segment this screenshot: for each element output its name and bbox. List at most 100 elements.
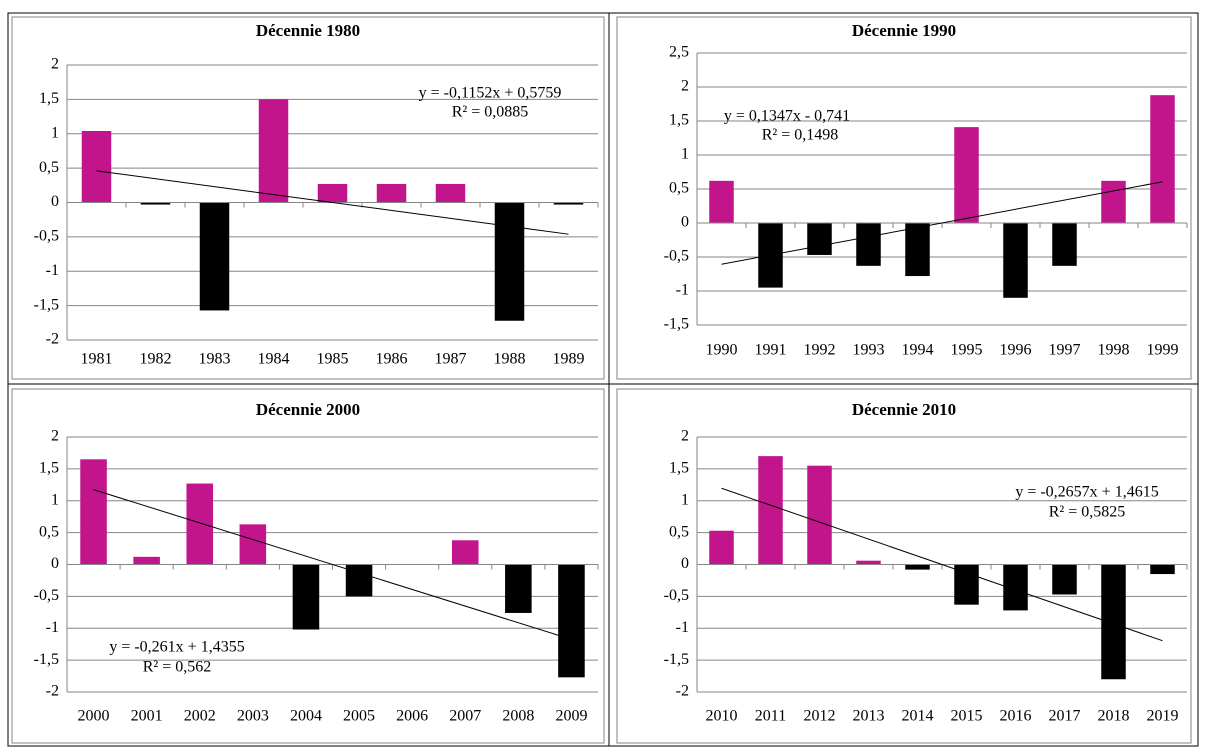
x-tick-label: 1997: [1049, 342, 1081, 359]
x-tick-label: 2008: [502, 708, 534, 725]
trendline: [96, 170, 569, 235]
bar: [1052, 564, 1077, 595]
x-tick-label: 2011: [755, 708, 786, 725]
x-tick-label: 2010: [706, 708, 738, 725]
x-tick-label: 1981: [81, 351, 113, 368]
y-tick-label: 2: [51, 56, 59, 73]
chart-title: Décennie 1980: [256, 21, 360, 40]
bar: [376, 183, 407, 203]
trend-r2: R² = 0,5825: [1049, 504, 1126, 521]
y-tick-label: 0: [51, 193, 59, 210]
bar: [1003, 223, 1028, 298]
y-tick-label: 0: [51, 555, 59, 572]
x-tick-label: 1998: [1098, 342, 1130, 359]
bar: [239, 524, 267, 565]
y-tick-label: -1,5: [34, 651, 59, 668]
bar: [1101, 180, 1126, 223]
bar: [954, 127, 979, 223]
y-tick-label: -1: [676, 282, 689, 299]
x-tick-label: 1995: [951, 342, 983, 359]
bar: [435, 183, 466, 203]
bar: [954, 564, 979, 605]
y-tick-label: -1: [676, 619, 689, 636]
x-tick-label: 2005: [343, 708, 375, 725]
x-tick-label: 2007: [449, 708, 481, 725]
y-tick-label: 2: [681, 428, 689, 445]
x-tick-label: 1982: [140, 351, 172, 368]
y-tick-label: -1,5: [34, 296, 59, 313]
bar: [1150, 95, 1175, 223]
x-tick-label: 2000: [78, 708, 110, 725]
x-tick-label: 2013: [853, 708, 885, 725]
y-tick-label: -0,5: [664, 587, 689, 604]
x-tick-label: 2012: [804, 708, 836, 725]
y-tick-label: 1,5: [39, 460, 59, 477]
chart-title: Décennie 2000: [256, 400, 360, 419]
x-tick-label: 2018: [1098, 708, 1130, 725]
x-tick-label: 2003: [237, 708, 269, 725]
y-tick-label: 0,5: [669, 180, 689, 197]
trend-equation: y = 0,1347x - 0,741: [724, 108, 850, 125]
y-tick-label: 2,5: [669, 44, 689, 61]
bar: [709, 530, 734, 565]
trend-r2: R² = 0,1498: [762, 127, 839, 144]
x-tick-label: 1993: [853, 342, 885, 359]
y-tick-label: 1: [681, 146, 689, 163]
bar: [1101, 564, 1126, 680]
y-tick-label: 0,5: [39, 523, 59, 540]
bar: [199, 202, 230, 311]
x-tick-label: 1987: [435, 351, 467, 368]
y-tick-label: 0,5: [39, 159, 59, 176]
bar: [856, 223, 881, 266]
bar: [558, 564, 585, 678]
bar: [1150, 564, 1175, 575]
x-tick-label: 1988: [494, 351, 526, 368]
y-tick-label: -0,5: [34, 228, 59, 245]
bar: [905, 564, 930, 570]
bar: [905, 223, 930, 277]
y-tick-label: -0,5: [34, 587, 59, 604]
bar: [709, 180, 734, 223]
x-tick-label: 2016: [1000, 708, 1032, 725]
x-tick-label: 1992: [804, 342, 836, 359]
y-tick-label: 1: [51, 491, 59, 508]
y-tick-label: 0: [681, 214, 689, 231]
x-tick-label: 1986: [376, 351, 408, 368]
y-tick-label: -2: [46, 683, 59, 700]
bar: [1052, 223, 1077, 266]
x-tick-label: 2006: [396, 708, 428, 725]
x-tick-label: 1999: [1147, 342, 1179, 359]
x-tick-label: 1984: [258, 351, 290, 368]
x-tick-label: 1989: [553, 351, 585, 368]
x-tick-label: 2001: [131, 708, 163, 725]
table-frame: [7, 12, 1199, 747]
bar: [345, 564, 373, 597]
y-tick-label: 1: [51, 124, 59, 141]
bar: [758, 456, 783, 565]
bar: [856, 560, 881, 565]
chart-title: Décennie 1990: [852, 21, 956, 40]
bar: [80, 459, 107, 565]
y-tick-label: -1: [46, 619, 59, 636]
x-tick-label: 2017: [1049, 708, 1081, 725]
bar: [258, 99, 289, 203]
trend-equation: y = -0,1152x + 0,5759: [419, 85, 562, 102]
y-tick-label: 1: [681, 491, 689, 508]
x-tick-label: 2009: [555, 708, 587, 725]
trend-r2: R² = 0,0885: [452, 104, 529, 121]
bar: [451, 540, 479, 565]
y-tick-label: 1,5: [669, 460, 689, 477]
y-tick-label: 2: [51, 428, 59, 445]
bar: [140, 202, 171, 205]
bar: [553, 202, 584, 205]
x-tick-label: 2002: [184, 708, 216, 725]
bar: [81, 131, 112, 203]
y-tick-label: 1,5: [39, 90, 59, 107]
chart-frame: [616, 388, 1192, 744]
x-tick-label: 2019: [1147, 708, 1179, 725]
bar: [133, 556, 160, 565]
x-tick-label: 1991: [755, 342, 787, 359]
bar: [317, 183, 348, 203]
x-tick-label: 1994: [902, 342, 934, 359]
